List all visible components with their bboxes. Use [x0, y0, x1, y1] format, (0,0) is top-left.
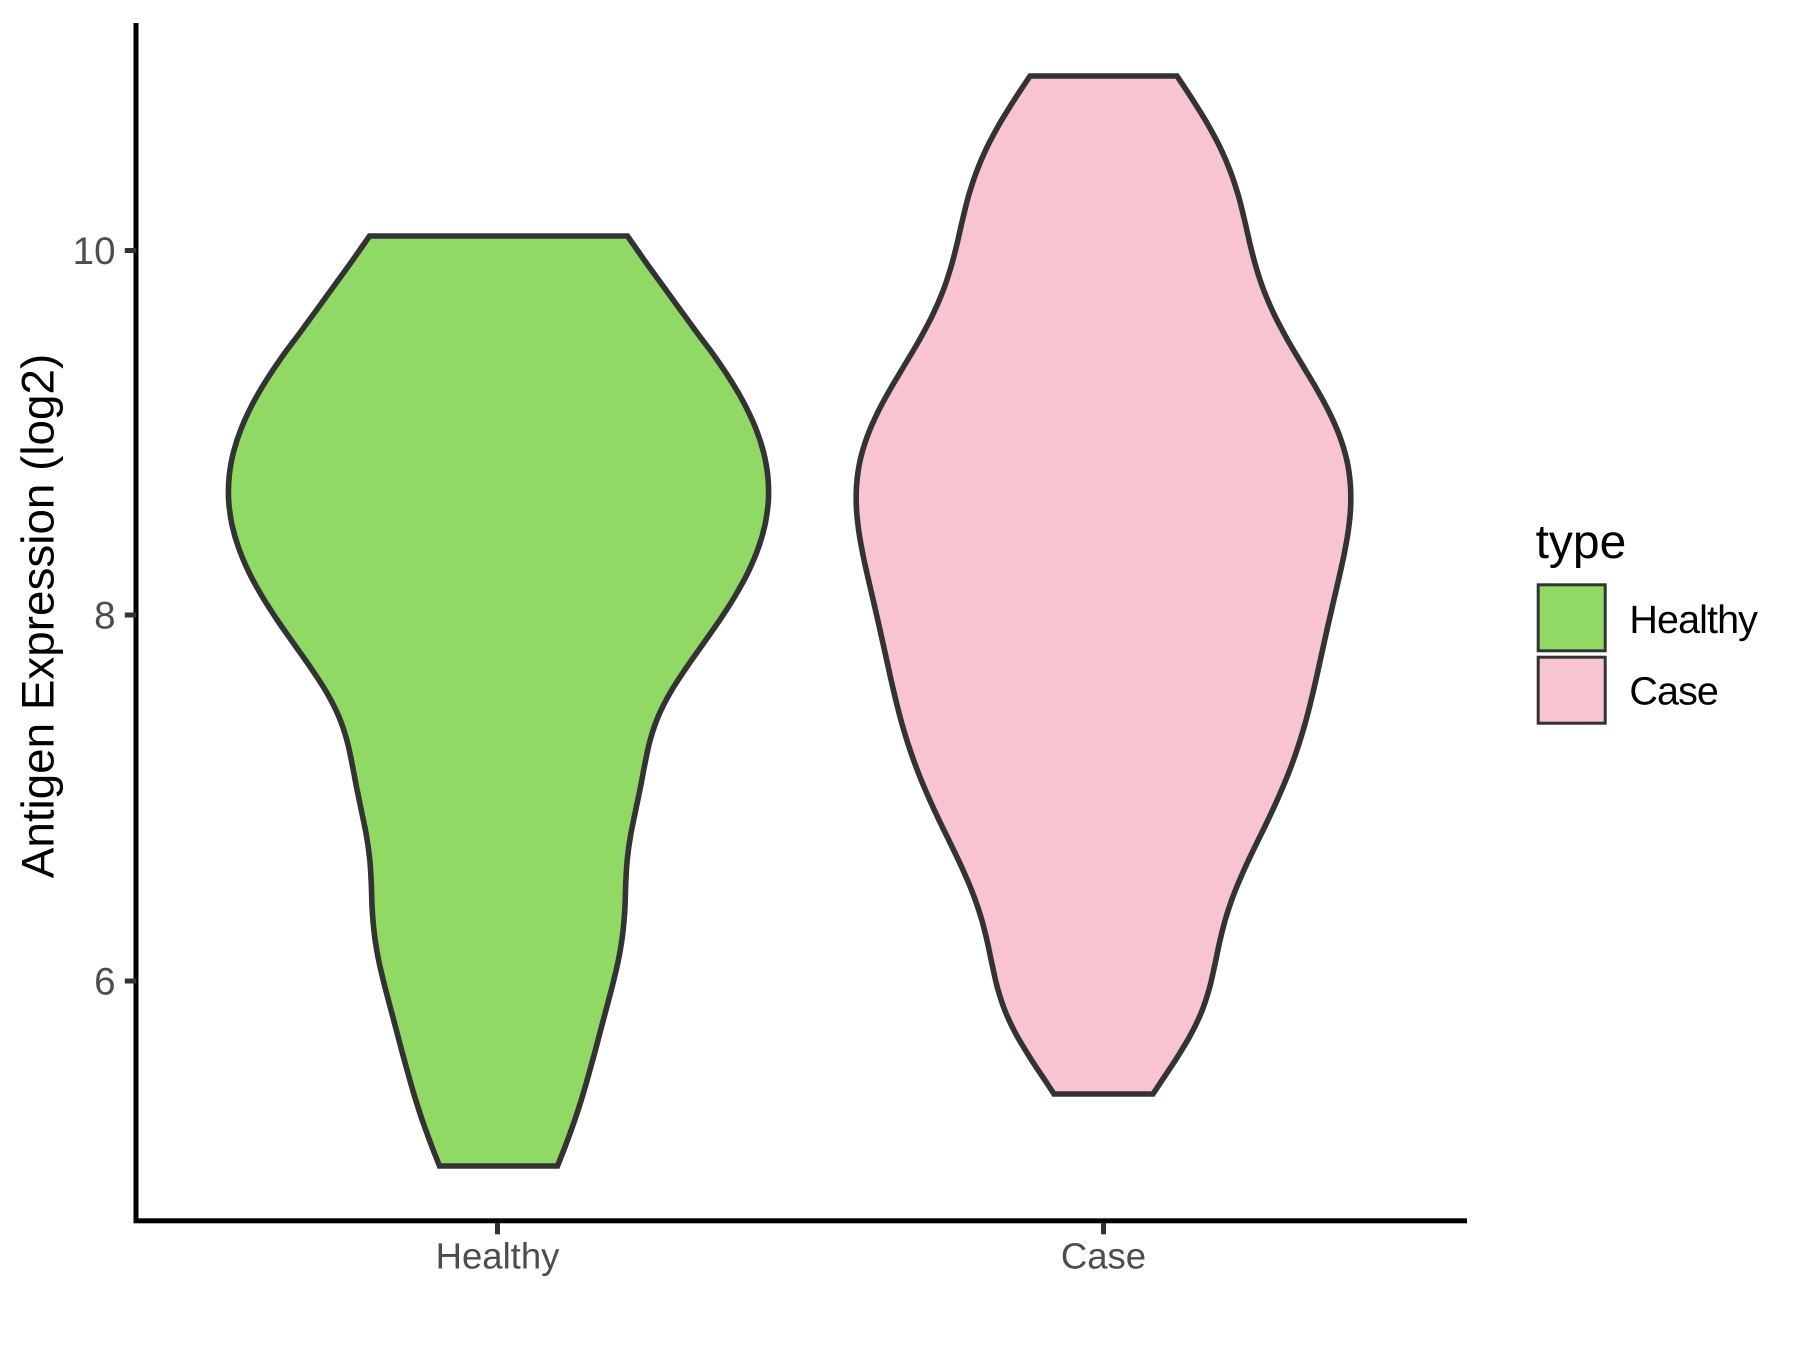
- svg-text:Healthy: Healthy: [1629, 598, 1758, 642]
- svg-text:8: 8: [94, 594, 115, 637]
- svg-text:Healthy: Healthy: [436, 1236, 561, 1277]
- svg-text:Antigen Expression (log2): Antigen Expression (log2): [13, 354, 64, 878]
- svg-text:type: type: [1536, 516, 1627, 569]
- svg-text:Case: Case: [1061, 1236, 1146, 1277]
- svg-text:6: 6: [94, 960, 115, 1003]
- svg-text:Case: Case: [1629, 669, 1718, 713]
- svg-text:10: 10: [73, 230, 116, 273]
